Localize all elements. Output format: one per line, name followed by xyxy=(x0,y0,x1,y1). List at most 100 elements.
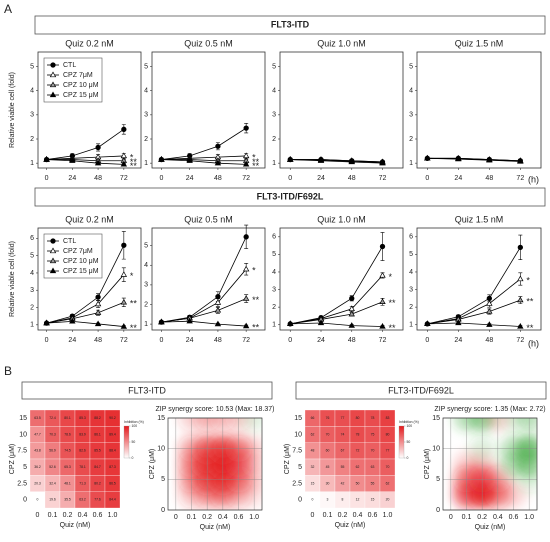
series-line xyxy=(290,159,383,164)
x-tick-label: 0.2 xyxy=(477,514,487,521)
y-tick-label: 3 xyxy=(30,287,34,294)
marker xyxy=(517,275,524,282)
x-tick-label: 24 xyxy=(186,175,194,182)
cell-label: 70 xyxy=(326,432,330,436)
series-line xyxy=(46,274,125,324)
cell-label: 80 xyxy=(386,432,390,436)
marker xyxy=(215,294,221,300)
x-tick-label: 0.6 xyxy=(509,514,519,521)
marker xyxy=(243,125,249,131)
plot-frame xyxy=(37,51,142,169)
marker xyxy=(517,244,523,250)
y-tick-label: 15 xyxy=(19,415,27,422)
y-tick-label: 5 xyxy=(144,242,148,249)
significance: * xyxy=(130,152,134,162)
marker xyxy=(214,159,222,166)
cell-label: 32 xyxy=(311,465,315,469)
marker xyxy=(94,300,102,307)
cell-label: 80.1 xyxy=(64,416,71,420)
x-tick-label: 48 xyxy=(485,175,493,182)
plot-frame xyxy=(279,227,404,331)
y-tick-label: 15 xyxy=(294,415,302,422)
cell-label: 48.1 xyxy=(64,481,71,485)
colorbar-tick-label: 0 xyxy=(132,456,134,460)
cell-label: 60 xyxy=(326,449,330,453)
x-tick-label: 0.4 xyxy=(493,514,503,521)
x-tick-label: 0.4 xyxy=(78,512,88,519)
legend-label: CPZ 15 μM xyxy=(63,268,99,275)
x-unit: (h) xyxy=(528,174,539,184)
y-tick-label: 15 xyxy=(157,415,165,422)
x-tick-label: 0.6 xyxy=(368,512,378,519)
marker xyxy=(242,152,250,159)
cell-label: 78.1 xyxy=(79,465,86,469)
marker xyxy=(120,298,128,305)
x-tick-label: 1.0 xyxy=(249,514,259,521)
x-tick-label: 0.1 xyxy=(187,514,197,521)
y-tick-label: 4 xyxy=(272,269,276,276)
cell-label: 15 xyxy=(311,481,315,485)
marker xyxy=(120,323,128,329)
x-tick-label: 1.0 xyxy=(383,512,393,519)
significance: ** xyxy=(252,157,260,167)
cell-label: 66 xyxy=(311,416,315,420)
marker xyxy=(214,299,222,305)
marker xyxy=(287,156,294,162)
y-tick-label: 2 xyxy=(272,304,276,311)
marker xyxy=(43,319,50,326)
cell-label: 55 xyxy=(341,465,345,469)
x-tick-label: 72 xyxy=(516,175,524,182)
marker xyxy=(215,143,221,149)
x-tick-label: 0.2 xyxy=(338,512,348,519)
y-tick-label: 2.5 xyxy=(292,480,302,487)
series-line xyxy=(290,275,383,325)
marker xyxy=(120,152,128,159)
marker xyxy=(186,157,193,163)
significance: ** xyxy=(130,157,138,167)
legend-label: CPZ 7μM xyxy=(63,248,93,255)
synergy-surface xyxy=(453,418,537,508)
x-tick-label: 0 xyxy=(45,337,49,344)
x-tick-label: 0 xyxy=(311,512,315,519)
chart-title: Quiz 1.0 nM xyxy=(317,214,366,224)
y-tick-label: 1 xyxy=(144,321,148,328)
x-unit: (h) xyxy=(528,338,539,348)
cell-label: 80 xyxy=(356,416,360,420)
cell-label: 89.4 xyxy=(109,432,116,436)
legend-label: CPZ 10 μM xyxy=(63,82,99,89)
marker xyxy=(348,322,355,328)
x-tick-label: 24 xyxy=(317,175,325,182)
colorbar xyxy=(398,425,405,459)
y-tick-label: 3 xyxy=(409,286,413,293)
y-tick-label: 2 xyxy=(272,136,276,143)
cell-label: 78 xyxy=(371,416,375,420)
marker xyxy=(486,300,493,306)
marker xyxy=(424,154,431,161)
cell-label: 20 xyxy=(386,498,390,502)
y-tick-label: 5 xyxy=(161,476,165,483)
cell-label: 45 xyxy=(326,465,330,469)
y-tick-label: 10 xyxy=(294,431,302,438)
y-tick-label: 3 xyxy=(409,112,413,119)
marker xyxy=(186,317,193,324)
marker xyxy=(455,155,462,162)
x-axis-label: Quiz (nM) xyxy=(200,524,231,531)
y-tick-label: 3 xyxy=(272,112,276,119)
series-line xyxy=(46,245,125,324)
y-tick-label: 1 xyxy=(30,322,34,329)
x-tick-label: 24 xyxy=(454,337,462,344)
cell-label: 43.8 xyxy=(34,449,41,453)
marker xyxy=(94,309,102,315)
chart-title: Quiz 0.2 nM xyxy=(65,38,114,48)
chart-title: Quiz 1.0 nM xyxy=(317,38,366,48)
panel-label: A xyxy=(4,2,12,16)
cell-label: 30 xyxy=(326,481,330,485)
cell-label: 76 xyxy=(326,416,330,420)
chart-title: Quiz 0.5 nM xyxy=(184,38,233,48)
synergy-cell xyxy=(240,418,262,432)
x-tick-label: 48 xyxy=(94,175,102,182)
significance: * xyxy=(252,266,256,276)
cell-label: 88.4 xyxy=(109,449,116,453)
marker xyxy=(242,295,250,301)
marker xyxy=(49,247,57,254)
